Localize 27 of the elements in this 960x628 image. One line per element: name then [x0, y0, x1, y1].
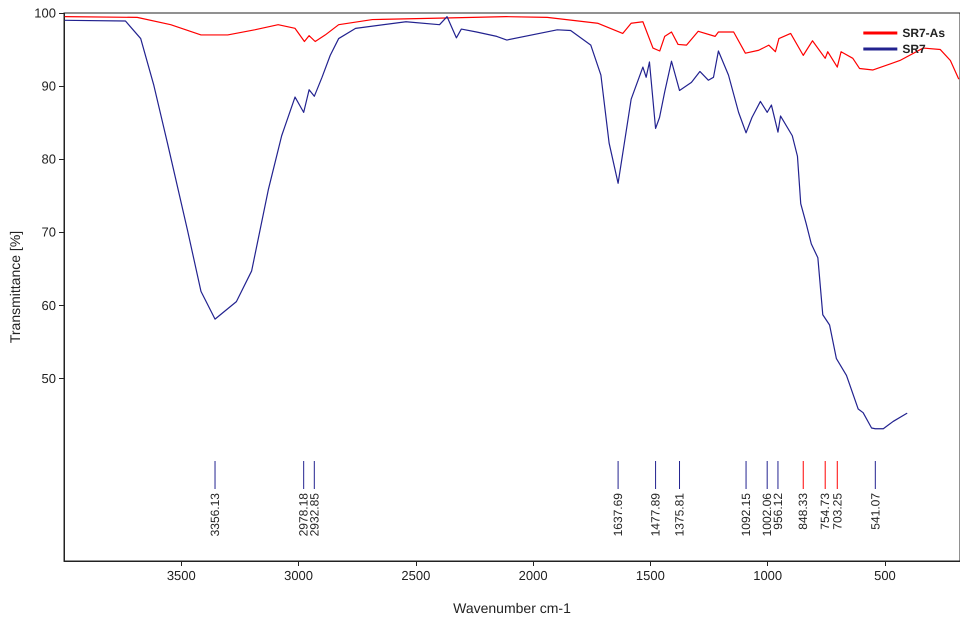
- y-tick-label: 70: [42, 224, 56, 240]
- y-tick-label: 80: [42, 152, 56, 167]
- legend-label: SR7-As: [902, 26, 946, 40]
- ref-line-label: 848.33: [796, 492, 810, 530]
- x-tick-label: 500: [874, 568, 896, 583]
- y-tick-label: 100: [34, 6, 56, 20]
- x-tick-label: 2500: [401, 568, 430, 583]
- x-tick-label: 1000: [753, 568, 782, 583]
- y-axis-title: Transmittance [%]: [7, 230, 23, 344]
- line-series: [64, 16, 960, 80]
- x-tick-label: 3000: [284, 568, 314, 583]
- ref-line-label: 1637.69: [611, 492, 626, 536]
- ref-line-label: 541.07: [868, 492, 882, 530]
- ref-line-label: 1375.81: [672, 492, 687, 536]
- x-axis-title: Wavenumber cm-1: [453, 600, 572, 616]
- ref-line-label: 754.73: [818, 492, 832, 530]
- ref-line-label: 1477.89: [648, 492, 663, 536]
- legend-label: SR7: [902, 42, 926, 56]
- y-tick-label: 60: [42, 298, 56, 313]
- x-tick-label: 3500: [166, 568, 196, 583]
- ref-line-label: 3356.13: [208, 492, 222, 536]
- ref-line-label: 703.25: [830, 492, 844, 530]
- ref-line-label: 1092.15: [739, 492, 754, 536]
- x-tick-label: 2000: [518, 568, 548, 583]
- y-tick-label: 50: [42, 370, 56, 386]
- y-tick-label: 90: [42, 78, 56, 94]
- x-tick-label: 1500: [636, 568, 665, 583]
